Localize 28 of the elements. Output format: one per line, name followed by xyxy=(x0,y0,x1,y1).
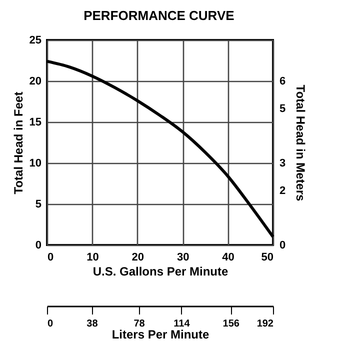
chart-title: PERFORMANCE CURVE xyxy=(84,8,235,23)
y-tick-label: 20 xyxy=(29,76,42,88)
y-tick-label: 25 xyxy=(29,34,42,46)
y2-tick-label: 6 xyxy=(280,76,286,88)
y-tick-label: 15 xyxy=(29,116,42,128)
x2-tick-label: 78 xyxy=(134,318,146,330)
y-tick-label: 5 xyxy=(35,198,42,210)
x2-tick-label: 156 xyxy=(222,318,240,330)
y2-tick-label: 0 xyxy=(280,240,286,252)
y-tick-label: 10 xyxy=(29,158,42,170)
y2-tick-label: 2 xyxy=(280,184,286,197)
x-tick-label: 20 xyxy=(132,252,144,264)
y-axis-title: Total Head in Feet xyxy=(11,92,26,194)
x2-tick-label: 38 xyxy=(86,318,98,330)
y2-tick-label: 5 xyxy=(280,102,286,115)
x2-axis-title: Liters Per Minute xyxy=(112,328,210,342)
x2-tick-label: 114 xyxy=(174,318,190,330)
x-tick-label: 40 xyxy=(222,252,234,264)
x2-tick-label: 192 xyxy=(256,318,274,330)
y2-tick-label: 3 xyxy=(280,158,286,170)
x-tick-label: 0 xyxy=(48,252,54,264)
y2-axis-title: Total Head in Meters xyxy=(294,84,308,202)
y-tick-label: 0 xyxy=(35,240,42,252)
x-tick-label: 30 xyxy=(176,252,190,264)
x-axis-title: U.S. Gallons Per Minute xyxy=(92,264,229,278)
x-tick-label: 50 xyxy=(261,252,274,264)
x-tick-label: 10 xyxy=(86,252,99,264)
x2-tick-label: 0 xyxy=(48,318,54,330)
